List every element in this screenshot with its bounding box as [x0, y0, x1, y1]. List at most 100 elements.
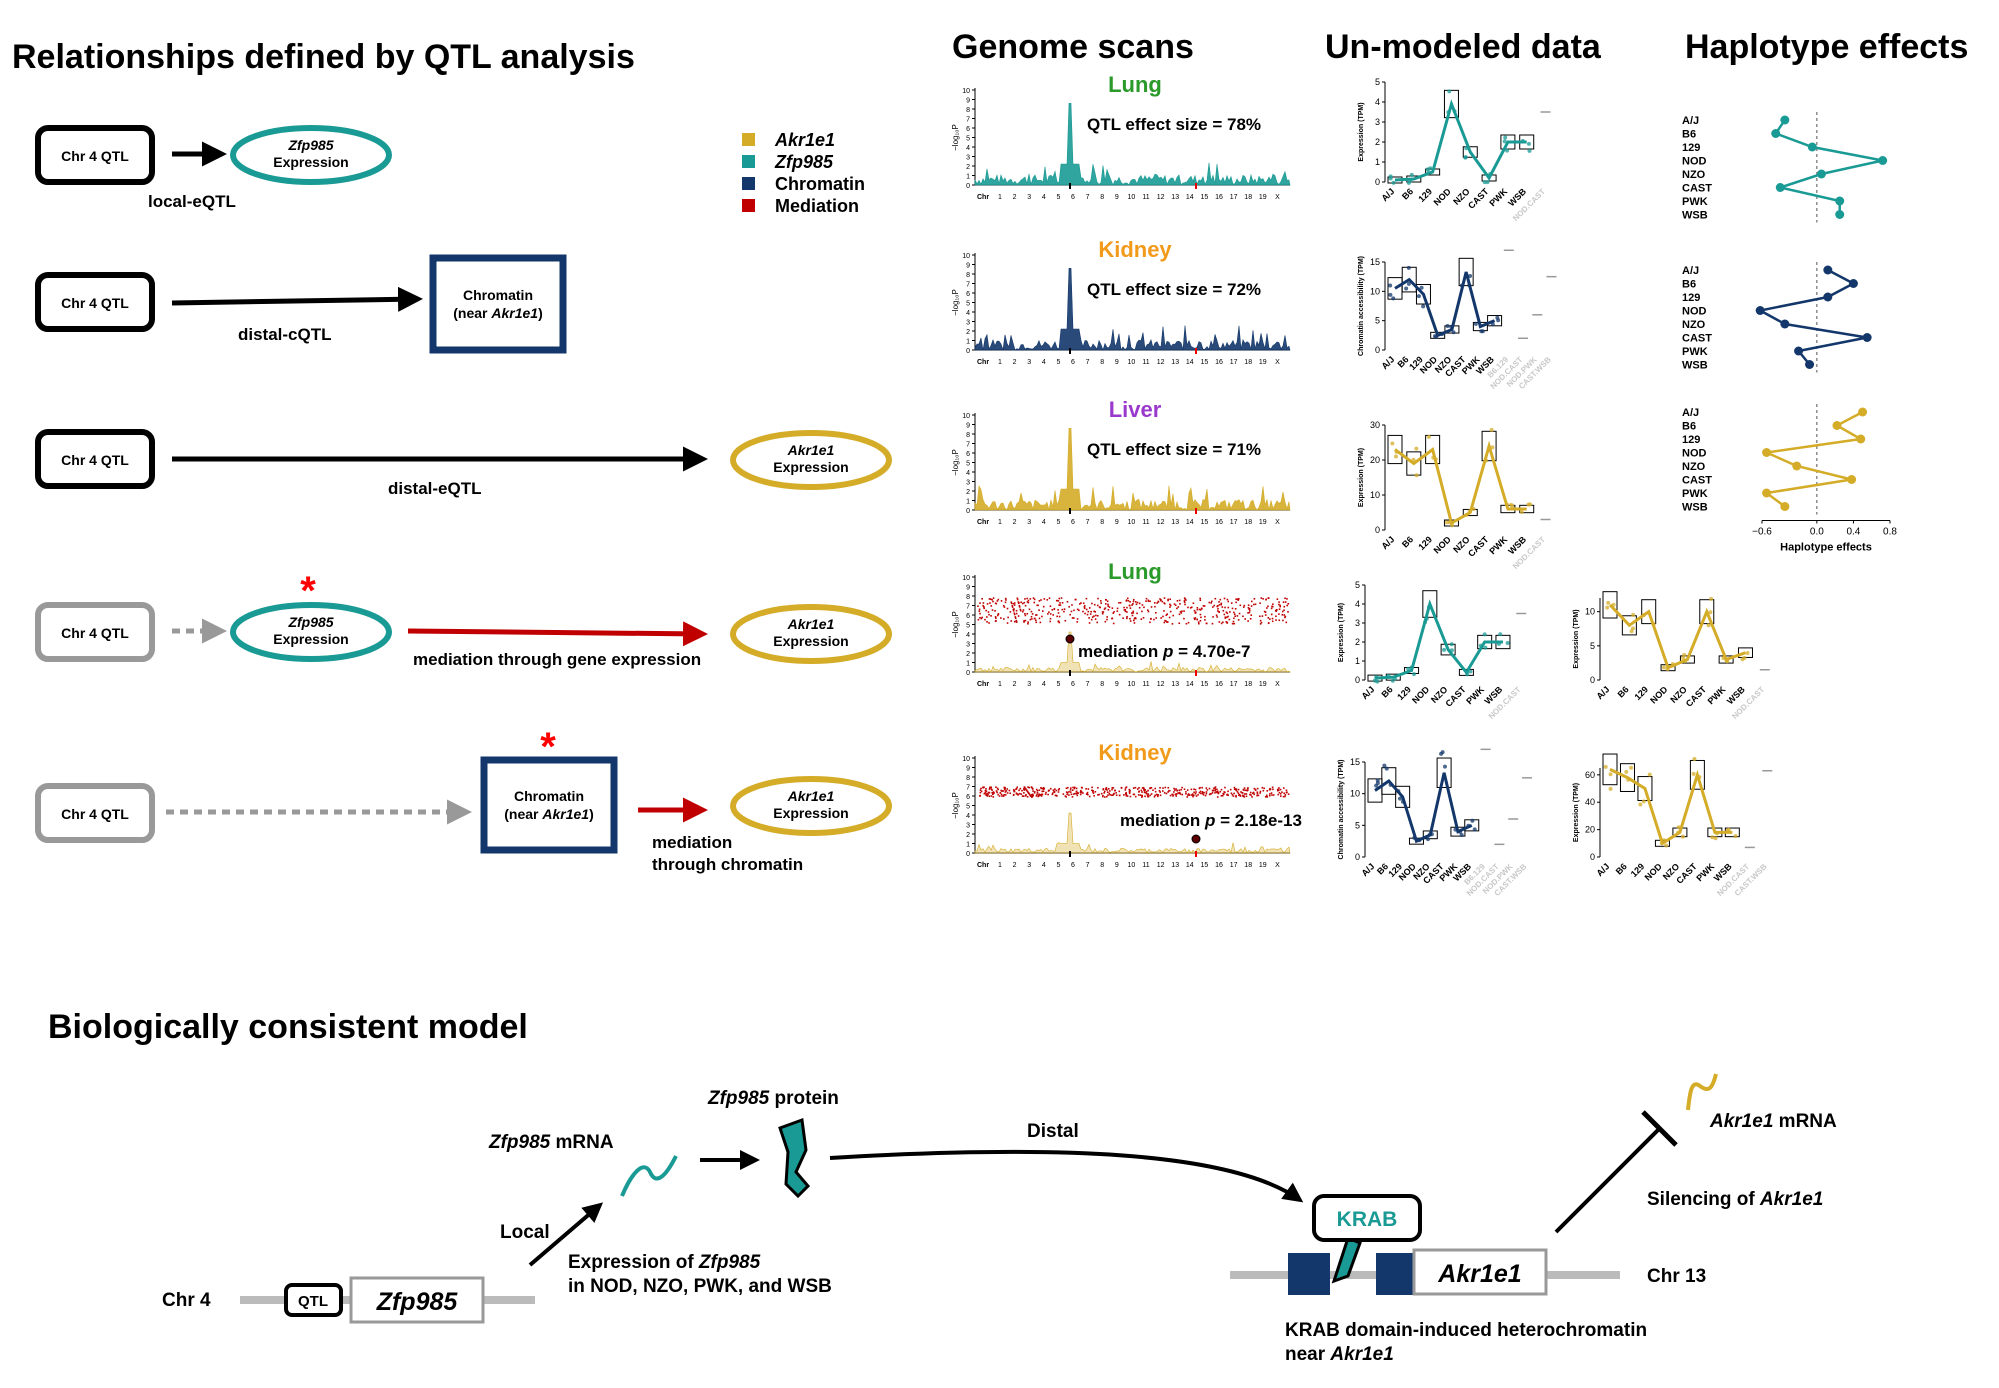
chromosome-label: 4 — [1042, 359, 1046, 366]
sample-point — [1372, 678, 1377, 683]
mediation-point — [1031, 613, 1034, 615]
effect-point — [1862, 333, 1872, 342]
mediation-point — [1187, 621, 1190, 624]
mediation-point — [1250, 794, 1252, 796]
mediation-point — [1196, 606, 1199, 609]
mediation-point — [1221, 794, 1224, 797]
mediation-point — [1197, 794, 1199, 796]
mediation-point — [995, 790, 998, 792]
mediation-point — [1048, 611, 1050, 613]
mediation-point — [1072, 793, 1075, 795]
legend-label-akr1e1: Akr1e1 — [774, 130, 835, 150]
mediation-point — [1218, 611, 1220, 613]
sample-point — [1470, 818, 1475, 823]
mediation-point — [1185, 622, 1188, 625]
mediation-point — [1205, 787, 1208, 789]
y-tick-label: 8 — [966, 775, 970, 782]
relationships-header: Relationships defined by QTL analysis — [12, 38, 635, 76]
mediation-point — [1066, 793, 1068, 796]
y-tick-label: 5 — [1355, 580, 1360, 590]
mediation-point — [1227, 600, 1230, 603]
node-line2: (near Akr1e1) — [504, 806, 594, 822]
mediation-point — [1179, 603, 1181, 605]
mediation-point — [1233, 788, 1236, 791]
y-tick-label: 2 — [1355, 637, 1360, 647]
mediation-point — [1111, 607, 1114, 609]
y-tick-label: 15 — [1350, 757, 1360, 767]
mediation-point — [1088, 622, 1091, 624]
qtl-label: Chr 4 QTL — [61, 148, 129, 164]
mediation-point — [1118, 794, 1121, 797]
mediation-point — [1036, 604, 1039, 607]
mediation-point — [1123, 794, 1125, 796]
strain-label: NOD — [1643, 861, 1665, 883]
mediation-point — [1161, 600, 1164, 603]
mediation-point — [1279, 604, 1282, 607]
strain-label: CAST — [1682, 183, 1712, 195]
y-axis-label: −log₁₀P — [951, 792, 960, 819]
chromosome-label: 10 — [1128, 862, 1136, 869]
mediation-point — [1023, 792, 1025, 794]
silencing-label: Silencing of Akr1e1 — [1647, 1189, 1823, 1210]
mediation-point — [1256, 792, 1259, 795]
akr1e1-gene-label: Akr1e1 — [1437, 1260, 1521, 1288]
mediation-point — [1150, 793, 1153, 795]
box — [1641, 599, 1657, 625]
chromosome-label: 7 — [1086, 862, 1090, 869]
effect-point — [1858, 407, 1868, 417]
sample-point — [1498, 632, 1503, 637]
mediation-point — [1259, 623, 1262, 625]
strain-label: A/J — [1682, 265, 1699, 277]
mediation-point — [1171, 623, 1174, 625]
strain-label: B6 — [1616, 684, 1631, 699]
mediation-point — [1104, 796, 1106, 798]
mediation-point — [1216, 616, 1218, 618]
mediation-point — [1282, 619, 1284, 622]
mediation-point — [1277, 788, 1279, 791]
sample-point — [1404, 286, 1409, 291]
mediation-point — [1235, 795, 1237, 798]
chromosome-label: 11 — [1142, 194, 1149, 201]
mediation-point — [1052, 614, 1054, 616]
mediation-point — [1040, 599, 1042, 601]
mediation-point — [1057, 600, 1060, 602]
strain-label: NZO — [1682, 461, 1706, 473]
mediation-point — [1271, 794, 1273, 796]
mediation-point — [1205, 791, 1208, 793]
mediation-point — [1193, 617, 1196, 620]
mediation-point — [1248, 609, 1251, 612]
strain-label: B6 — [1682, 279, 1696, 291]
mediation-point — [1283, 609, 1285, 612]
mediation-point — [1163, 602, 1166, 605]
chromosome-label: 10 — [1128, 519, 1136, 526]
node-line1: Chromatin — [514, 788, 584, 804]
mediation-point — [1195, 795, 1198, 797]
mediation-point — [1138, 791, 1140, 793]
chromosome-label: 18 — [1244, 681, 1252, 688]
chromosome-label: 7 — [1086, 681, 1090, 688]
mediation-point — [1068, 790, 1070, 793]
mediation-point — [982, 786, 985, 789]
mean-line — [1394, 440, 1527, 526]
mediation-point — [1267, 617, 1270, 619]
y-tick-label: 0 — [1355, 852, 1360, 862]
mediation-point — [1232, 795, 1235, 797]
mediation-point — [989, 787, 991, 789]
sample-point — [1473, 321, 1478, 326]
mediation-point — [1030, 610, 1033, 613]
mediation-point — [1131, 614, 1134, 617]
zfp985-protein-shape — [778, 1117, 811, 1199]
distal-label: Distal — [1027, 1121, 1079, 1142]
mediation-point — [1101, 611, 1104, 613]
mediation-point — [1167, 791, 1169, 793]
mediation-point — [1266, 790, 1269, 792]
mediation-point — [1192, 602, 1195, 605]
y-tick-label: 9 — [966, 98, 970, 105]
chromosome-label: X — [1275, 681, 1280, 688]
mediation-point — [1264, 795, 1267, 798]
mediation-point — [1178, 789, 1181, 792]
strain-label: NOD — [1432, 534, 1454, 556]
tissue-title: Lung — [1108, 559, 1162, 584]
y-tick-label: 2 — [966, 651, 970, 658]
chromosome-label: 9 — [1115, 862, 1119, 869]
